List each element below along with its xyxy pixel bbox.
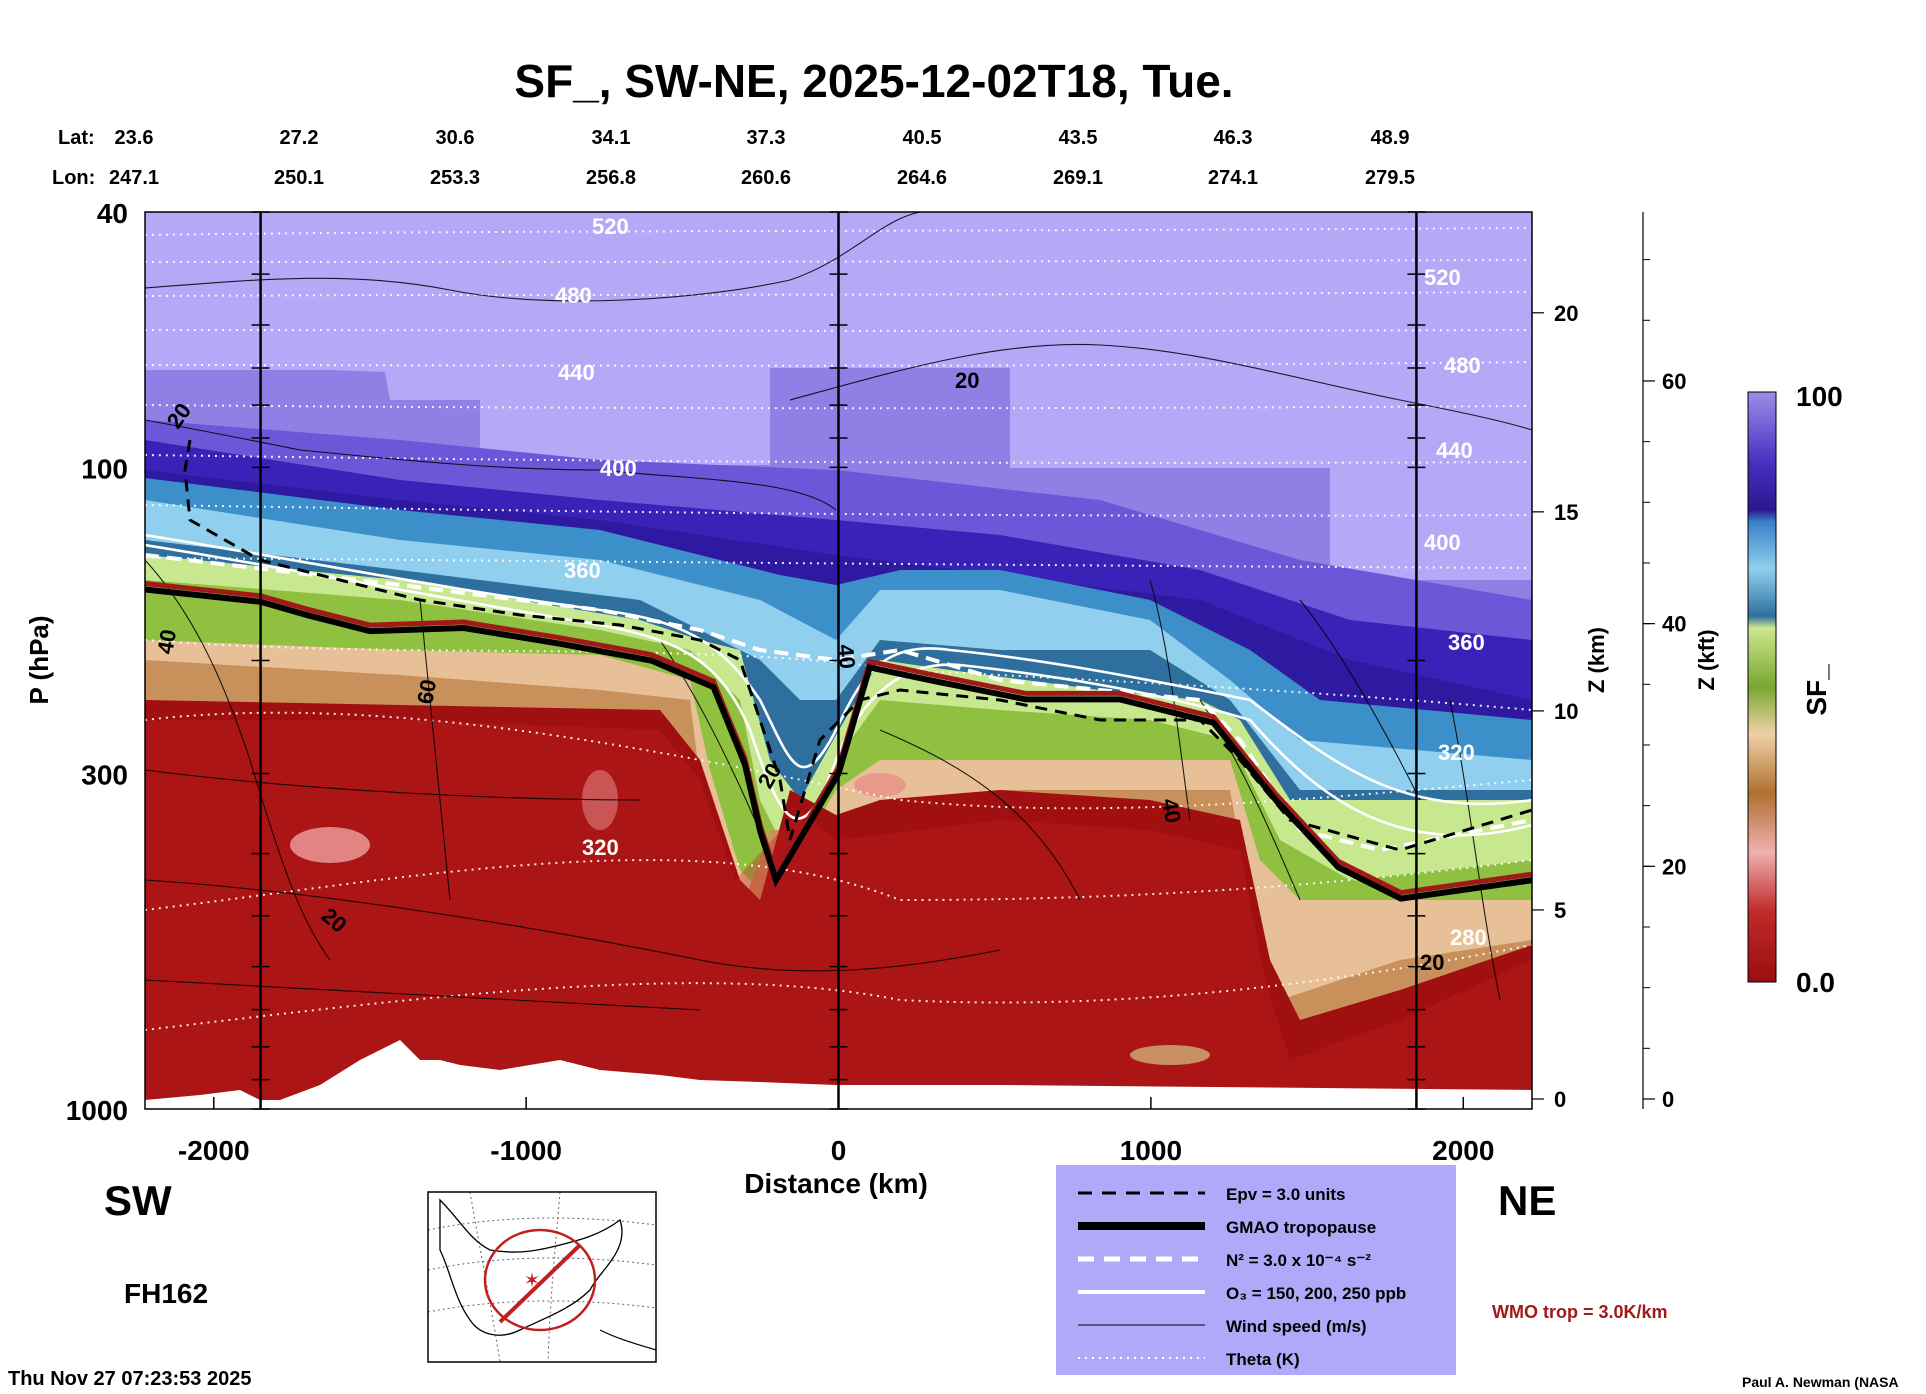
theta-label: 480	[555, 283, 592, 308]
zkm-tick-label: 10	[1554, 699, 1578, 724]
wind-label: 60	[412, 677, 441, 705]
x-tick-label: -2000	[178, 1135, 250, 1166]
svg-text:✶: ✶	[524, 1270, 541, 1292]
theta-label: 480	[1444, 353, 1481, 378]
forecast-hour: FH162	[124, 1278, 208, 1309]
x-axis-label: Distance (km)	[744, 1168, 928, 1199]
lon-value: 269.1	[1053, 167, 1103, 189]
colorbar-min-label: 0.0	[1796, 967, 1835, 998]
lon-value: 253.3	[430, 167, 480, 189]
x-tick-label: -1000	[490, 1135, 562, 1166]
lon-value: 256.8	[586, 167, 636, 189]
legend-label: Epv = 3.0 units	[1226, 1185, 1346, 1204]
theta-label: 400	[600, 456, 637, 481]
theta-labels: 520 480 440 400 360 320 280 520 480 440 …	[555, 214, 1487, 950]
lon-value: 264.6	[897, 167, 947, 189]
theta-label: 320	[582, 835, 619, 860]
theta-label: 400	[1424, 530, 1461, 555]
theta-label: 520	[592, 214, 629, 239]
lat-value: 37.3	[747, 127, 786, 149]
y-axis-label: P (hPa)	[24, 615, 54, 704]
zkm-tick-label: 15	[1554, 500, 1578, 525]
lon-value: 279.5	[1365, 167, 1415, 189]
theta-label: 320	[1438, 740, 1475, 765]
lon-value: 247.1	[109, 167, 159, 189]
lat-value: 46.3	[1214, 127, 1253, 149]
lat-value: 30.6	[436, 127, 475, 149]
zkft-tick-label: 40	[1662, 612, 1686, 637]
lat-value: 34.1	[592, 127, 631, 149]
theta-label: 360	[1448, 630, 1485, 655]
wind-label: 40	[1157, 797, 1186, 825]
p-tick-label: 100	[81, 453, 128, 484]
lon-label: Lon:	[52, 167, 95, 189]
lon-value: 274.1	[1208, 167, 1258, 189]
zkft-tick-label: 60	[1662, 369, 1686, 394]
legend-label: N² = 3.0 x 10⁻⁴ s⁻²	[1226, 1251, 1371, 1270]
credit: Paul A. Newman (NASA	[1742, 1374, 1899, 1390]
legend-label: O₃ = 150, 200, 250 ppb	[1226, 1284, 1406, 1303]
p-tick-label: 1000	[66, 1095, 128, 1126]
timestamp: Thu Nov 27 07:23:53 2025	[8, 1368, 251, 1390]
wind-label: 40	[152, 627, 181, 655]
wind-label: 20	[955, 368, 979, 393]
lon-value: 250.1	[274, 167, 324, 189]
theta-label: 440	[558, 360, 595, 385]
theta-label: 360	[564, 558, 601, 583]
x-tick-label: 0	[831, 1135, 847, 1166]
lat-value: 40.5	[903, 127, 942, 149]
zkm-tick-label: 5	[1554, 898, 1566, 923]
inset-map: ✶	[427, 1191, 657, 1363]
lon-value: 260.6	[741, 167, 791, 189]
zkm-axis-label: Z (km)	[1584, 627, 1609, 693]
x-tick-label: 2000	[1432, 1135, 1494, 1166]
lat-value: 48.9	[1371, 127, 1410, 149]
zkft-axis-label: Z (kft)	[1694, 629, 1719, 690]
zkm-tick-label: 0	[1554, 1087, 1566, 1112]
wind-label: 20	[1420, 950, 1444, 975]
wind-label: 40	[833, 643, 860, 670]
p-tick-label: 300	[81, 759, 128, 790]
lat-label: Lat:	[58, 127, 95, 149]
theta-label: 520	[1424, 265, 1461, 290]
zkft-tick-label: 20	[1662, 854, 1686, 879]
theta-label: 280	[1450, 925, 1487, 950]
colorbar	[1747, 391, 1777, 983]
x-tick-label: 1000	[1120, 1135, 1182, 1166]
gmao-tropopause-line	[145, 586, 1532, 902]
colorbar-title: SF_	[1801, 664, 1832, 716]
chart-title: SF_, SW-NE, 2025-12-02T18, Tue.	[514, 55, 1233, 107]
lat-value: 43.5	[1059, 127, 1098, 149]
ne-label: NE	[1498, 1177, 1556, 1224]
legend-label: GMAO tropopause	[1226, 1218, 1376, 1237]
lat-value: 23.6	[115, 127, 154, 149]
zkm-tick-label: 20	[1554, 301, 1578, 326]
lat-value: 27.2	[280, 127, 319, 149]
legend-label: Wind speed (m/s)	[1226, 1317, 1367, 1336]
legend-label: Theta (K)	[1226, 1350, 1300, 1369]
p-tick-label: 40	[97, 198, 128, 229]
sw-label: SW	[104, 1177, 172, 1224]
zkft-tick-label: 0	[1662, 1087, 1674, 1112]
legend: Epv = 3.0 units GMAO tropopause N² = 3.0 x…	[1056, 1165, 1456, 1375]
colorbar-max-label: 100	[1796, 381, 1843, 412]
wmo-note: WMO trop = 3.0K/km	[1492, 1302, 1668, 1322]
theta-label: 440	[1436, 438, 1473, 463]
